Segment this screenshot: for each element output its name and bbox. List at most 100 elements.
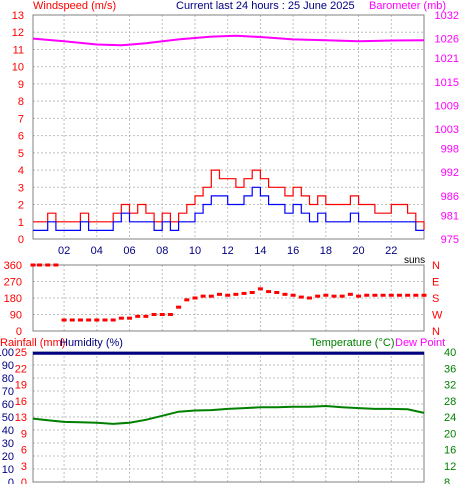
barometer-axis-label: Barometer (mb) — [369, 0, 446, 12]
direction-point — [298, 295, 304, 299]
direction-y-tick-label: 180 — [4, 293, 22, 305]
time-x-tick-label: 08 — [156, 245, 168, 257]
wind-y-tick-label: 3 — [18, 182, 24, 194]
direction-point — [323, 293, 329, 297]
direction-point — [200, 294, 206, 298]
direction-point — [331, 294, 337, 298]
direction-point — [208, 294, 214, 298]
rainfall-y-tick-label: 19 — [15, 380, 27, 392]
direction-compass-label: E — [432, 277, 439, 289]
time-x-tick-label: 16 — [287, 245, 299, 257]
direction-plot-frame — [32, 264, 425, 332]
direction-point — [347, 292, 353, 296]
wind-y-tick-label: 13 — [12, 10, 24, 22]
time-x-tick-label: 14 — [254, 245, 266, 257]
temperature-y-tick-label: 8 — [444, 477, 450, 484]
chart-title: Current last 24 hours : 25 June 2025 — [176, 0, 355, 12]
direction-point — [94, 318, 100, 322]
direction-point — [413, 293, 419, 297]
direction-point — [266, 290, 272, 294]
direction-y-tick-label: 0 — [16, 326, 22, 338]
direction-point — [372, 293, 378, 297]
direction-point — [53, 263, 59, 267]
direction-point — [86, 318, 92, 322]
humidity-y-tick-label: 80 — [2, 373, 14, 385]
rainfall-y-tick-label: 22 — [15, 363, 27, 375]
dewpoint-axis-label: Dew Point — [395, 337, 445, 349]
humidity-y-tick-label: 0 — [8, 477, 14, 484]
direction-point — [396, 293, 402, 297]
wind-plot-frame — [32, 14, 425, 240]
wind-y-tick-label: 8 — [18, 96, 24, 108]
temperature-y-tick-label: 24 — [444, 412, 456, 424]
wind-y-tick-label: 7 — [18, 113, 24, 125]
direction-y-tick-label: 270 — [4, 277, 22, 289]
wind-y-tick-label: 11 — [13, 44, 24, 56]
direction-y-tick-label: 90 — [10, 310, 22, 322]
direction-point — [225, 293, 231, 297]
humidity-y-tick-label: 70 — [2, 386, 14, 398]
direction-compass-label: N — [432, 260, 440, 272]
temperature-series-line — [32, 404, 425, 425]
temperature-y-tick-label: 12 — [444, 461, 456, 473]
rainfall-y-tick-label: 13 — [15, 412, 27, 424]
time-x-tick-label: 04 — [91, 245, 103, 257]
direction-point — [217, 292, 223, 296]
barometer-y-tick-label: 1009 — [435, 100, 459, 112]
direction-point — [118, 316, 124, 320]
humidity-axis-label: Humidity (%) — [60, 337, 123, 349]
barometer-y-tick-label: 1021 — [435, 53, 459, 65]
temperature-y-tick-label: 16 — [444, 445, 456, 457]
barometer-y-tick-label: 986 — [441, 191, 459, 203]
wind-y-tick-label: 2 — [18, 200, 24, 212]
wind-y-tick-label: 6 — [18, 131, 24, 143]
barometer-y-tick-label: 1026 — [435, 34, 459, 46]
direction-compass-label: W — [432, 310, 443, 322]
direction-y-tick-label: 360 — [4, 260, 22, 272]
wind-y-tick-label: 4 — [18, 165, 24, 177]
direction-point — [127, 316, 133, 320]
direction-point — [159, 313, 165, 316]
direction-point — [356, 294, 362, 298]
temperature-y-tick-label: 20 — [444, 428, 456, 440]
barometer-y-tick-label: 992 — [441, 167, 459, 179]
direction-point — [176, 305, 182, 309]
direction-point — [69, 318, 75, 322]
direction-point — [257, 287, 263, 291]
direction-point — [61, 318, 67, 322]
humidity-y-tick-label: 40 — [2, 425, 14, 437]
wind-blue-series-line — [33, 186, 424, 231]
wind-y-tick-label: 5 — [18, 148, 24, 160]
barometer-y-tick-label: 975 — [441, 234, 459, 246]
direction-point — [192, 296, 198, 300]
temperature-y-tick-label: 40 — [444, 347, 456, 359]
rainfall-y-tick-label: 0 — [21, 477, 27, 484]
temperature-y-tick-label: 28 — [444, 396, 456, 408]
wind-y-tick-label: 0 — [18, 234, 24, 246]
time-x-tick-label: 22 — [385, 245, 397, 257]
humidity-y-tick-label: 10 — [2, 464, 14, 476]
direction-point — [364, 293, 370, 297]
humidity-y-tick-label: 50 — [2, 412, 14, 424]
barometer-y-tick-label: 981 — [441, 210, 459, 222]
humidity-y-tick-label: 60 — [2, 399, 14, 411]
direction-point — [274, 291, 280, 294]
direction-point — [45, 263, 51, 267]
rainfall-y-tick-label: 3 — [21, 461, 27, 473]
time-x-tick-label: 18 — [320, 245, 332, 257]
direction-point — [282, 292, 288, 296]
direction-point — [380, 293, 386, 297]
direction-point — [102, 318, 108, 322]
direction-point — [151, 313, 157, 316]
direction-point — [405, 293, 411, 297]
direction-compass-label: S — [432, 293, 439, 305]
barometer-y-tick-label: 1032 — [435, 10, 459, 22]
rainfall-y-tick-label: 16 — [15, 396, 27, 408]
rainfall-y-tick-label: 25 — [15, 347, 27, 359]
barometer-series-line — [32, 34, 425, 47]
direction-point — [233, 292, 239, 296]
direction-point — [135, 314, 141, 318]
direction-point — [77, 318, 83, 322]
direction-point — [306, 296, 312, 300]
